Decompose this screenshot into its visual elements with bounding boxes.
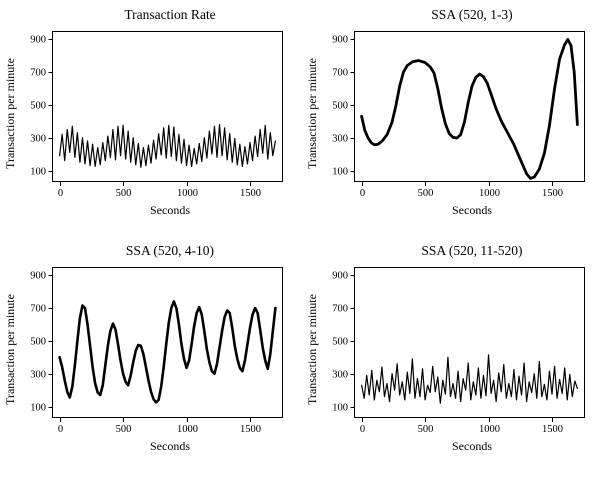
chart-canvas-ssa-11-520 [320,260,592,438]
y-axis-label: Transaction per minute [304,57,319,169]
y-axis-label: Transaction per minute [2,293,17,405]
panel-transaction-rate: Transaction Rate Transaction per minute … [2,6,304,242]
chart-canvas-ssa-1-3 [320,24,592,202]
y-axis-label: Transaction per minute [304,293,319,405]
x-axis-label: Seconds [150,439,190,453]
chart-grid: Transaction Rate Transaction per minute … [2,6,607,478]
chart-title-ssa-4-10: SSA (520, 4-10) [125,243,215,258]
x-axis-label: Seconds [150,203,190,217]
chart-title-ssa-11-520: SSA (520, 11-520) [421,243,523,258]
panel-ssa-4-10: SSA (520, 4-10) Transaction per minute S… [2,242,304,478]
x-axis-label: Seconds [452,439,492,453]
panel-ssa-11-520: SSA (520, 11-520) Transaction per minute… [304,242,606,478]
panel-ssa-1-3: SSA (520, 1-3) Transaction per minute Se… [304,6,606,242]
chart-title-ssa-1-3: SSA (520, 1-3) [431,7,513,22]
chart-canvas-ssa-4-10 [18,260,290,438]
chart-title-transaction-rate: Transaction Rate [124,7,216,22]
y-axis-label: Transaction per minute [2,57,17,169]
chart-canvas-transaction-rate [18,24,290,202]
x-axis-label: Seconds [452,203,492,217]
